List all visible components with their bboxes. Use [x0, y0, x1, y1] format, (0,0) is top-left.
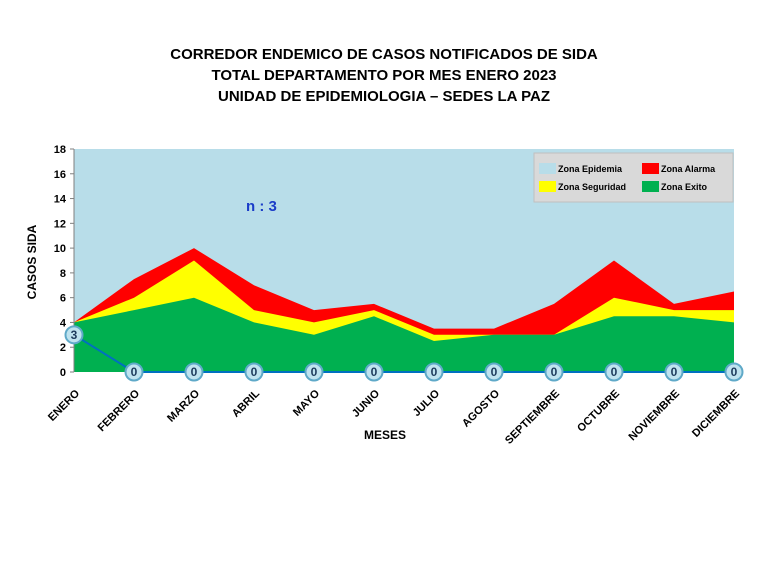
case-marker: [64, 325, 84, 345]
case-data-label: 0: [491, 365, 498, 379]
chart-title-line-1: CORREDOR ENDEMICO DE CASOS NOTIFICADOS D…: [170, 46, 598, 63]
x-tick-label: FEBRERO: [96, 387, 143, 434]
case-marker: [424, 362, 444, 382]
legend-label-zona-alarma: Zona Alarma: [661, 164, 716, 174]
case-data-label: 0: [611, 365, 618, 379]
case-marker: [664, 362, 684, 382]
case-marker: [484, 362, 504, 382]
x-tick-label: SEPTIEMBRE: [503, 388, 562, 447]
y-tick-label: 14: [54, 194, 67, 206]
y-tick-label: 8: [60, 268, 66, 280]
case-markers: 3 0 0 0 0 0 0 0 0 0 0 0: [64, 325, 744, 382]
legend-label-zona-seguridad: Zona Seguridad: [558, 182, 626, 192]
case-data-label: 0: [731, 365, 738, 379]
x-axis-title: MESES: [364, 428, 406, 442]
x-tick-label: MARZO: [165, 387, 202, 424]
y-axis-title: CASOS SIDA: [25, 224, 39, 299]
x-tick-label: JUNIO: [350, 387, 383, 420]
case-marker: [184, 362, 204, 382]
x-tick-label: MAYO: [291, 387, 322, 418]
x-tick-label: NOVIEMBRE: [627, 388, 683, 444]
x-tick-label: AGOSTO: [460, 387, 502, 429]
y-tick-label: 2: [60, 342, 66, 354]
legend: Zona Epidemia Zona Alarma Zona Seguridad Zo…: [533, 152, 734, 203]
x-tick-label: JULIO: [411, 387, 443, 419]
y-tick-label: 10: [54, 243, 66, 255]
case-data-label: 0: [431, 365, 438, 379]
case-marker: [604, 362, 624, 382]
legend-label-zona-epidemia: Zona Epidemia: [558, 164, 623, 174]
case-data-label: 0: [671, 365, 678, 379]
legend-label-zona-exito: Zona Exito: [661, 182, 708, 192]
legend-swatch-zona-epidemia: [539, 163, 556, 174]
case-data-label: 0: [131, 365, 138, 379]
case-data-label: 0: [371, 365, 378, 379]
sample-size-annotation: n : 3: [246, 198, 277, 215]
case-marker: [544, 362, 564, 382]
legend-swatch-zona-exito: [642, 181, 659, 192]
case-data-label: 0: [551, 365, 558, 379]
legend-box: [533, 152, 734, 203]
y-tick-label: 0: [60, 367, 66, 379]
area-zona-exito: [74, 297, 734, 372]
chart-title-line-3: UNIDAD DE EPIDEMIOLOGIA – SEDES LA PAZ: [218, 88, 550, 105]
case-data-label: 0: [251, 365, 258, 379]
case-marker: [304, 362, 324, 382]
x-tick-label: OCTUBRE: [575, 388, 622, 435]
y-tick-label: 4: [60, 317, 67, 329]
case-data-label: 3: [71, 328, 78, 342]
case-marker: [244, 362, 264, 382]
legend-swatch-zona-alarma: [642, 163, 659, 174]
legend-swatch-zona-seguridad: [539, 181, 556, 192]
y-tick-label: 18: [54, 144, 66, 156]
x-tick-label: DICIEMBRE: [690, 388, 742, 440]
case-data-label: 0: [311, 365, 318, 379]
x-tick-label: ABRIL: [230, 387, 262, 419]
y-tick-label: 6: [60, 293, 66, 305]
case-marker: [724, 362, 744, 382]
plot-area: [74, 149, 734, 372]
chart-title-line-2: TOTAL DEPARTAMENTO POR MES ENERO 2023: [211, 67, 557, 84]
x-tick-label: ENERO: [46, 387, 82, 423]
y-tick-label: 16: [54, 169, 66, 181]
case-data-label: 0: [191, 365, 198, 379]
y-tick-label: 12: [54, 218, 66, 230]
case-marker: [124, 362, 144, 382]
cases-line: [73, 333, 734, 373]
case-marker: [364, 362, 384, 382]
